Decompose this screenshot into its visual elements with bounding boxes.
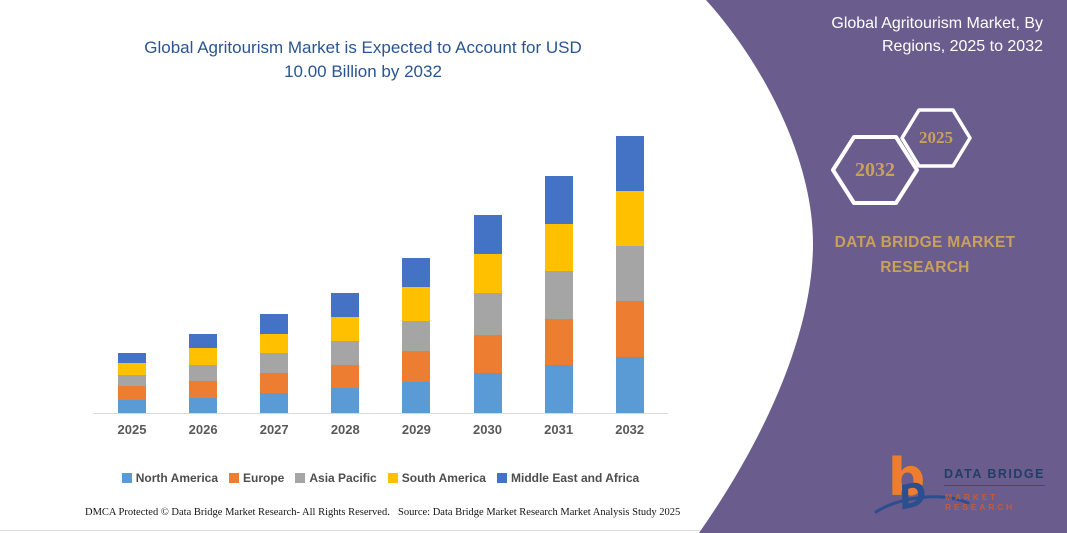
legend-item-middle-east-and-africa: Middle East and Africa — [496, 471, 640, 485]
bar-segment-north-america — [331, 388, 360, 413]
bar-segment-europe — [118, 386, 146, 400]
bar-segment-north-america — [615, 356, 644, 413]
bar-segment-middle-east-and-africa — [402, 257, 431, 287]
bar-2031 — [544, 176, 573, 413]
legend-swatch-north-america — [121, 473, 132, 483]
bar-segment-europe — [473, 334, 502, 374]
bar-segment-north-america — [544, 365, 573, 413]
legend-swatch-middle-east-and-africa — [496, 473, 507, 483]
bar-segment-south-america — [189, 347, 218, 366]
bar-segment-middle-east-and-africa — [544, 176, 573, 224]
legend-label-europe: Europe — [243, 471, 285, 485]
legend-label-north-america: North America — [135, 471, 219, 485]
bar-segment-north-america — [118, 399, 146, 413]
bar-segment-middle-east-and-africa — [473, 215, 502, 254]
x-axis-label-2028: 2028 — [330, 422, 360, 437]
bar-segment-asia-pacific — [189, 365, 218, 381]
bar-segment-asia-pacific — [402, 320, 431, 351]
x-axis-label-2031: 2031 — [544, 422, 574, 437]
bar-segment-north-america — [402, 382, 431, 413]
bar-segment-middle-east-and-africa — [331, 292, 360, 317]
legend-label-asia-pacific: Asia Pacific — [309, 471, 377, 485]
bar-segment-middle-east-and-africa — [118, 352, 146, 364]
bar-segment-asia-pacific — [260, 352, 289, 374]
x-axis-label-2025: 2025 — [117, 422, 147, 437]
legend-label-south-america: South America — [401, 471, 486, 485]
logo-name-text: DATA BRIDGE — [944, 467, 1045, 486]
legend-swatch-europe — [229, 473, 240, 483]
bar-2030 — [473, 215, 502, 413]
legend-item-asia-pacific: Asia Pacific — [295, 471, 377, 485]
bar-segment-middle-east-and-africa — [189, 333, 218, 348]
x-axis-label-2032: 2032 — [615, 422, 645, 437]
plot-area — [93, 130, 668, 414]
bar-segment-asia-pacific — [118, 374, 146, 387]
bar-segment-asia-pacific — [473, 293, 502, 335]
bar-segment-south-america — [473, 253, 502, 294]
bar-segment-south-america — [118, 363, 146, 375]
bar-segment-asia-pacific — [615, 246, 644, 301]
sidebar-title: Global Agritourism Market, By Regions, 2… — [831, 15, 1043, 55]
bar-segment-middle-east-and-africa — [260, 313, 289, 334]
bar-segment-north-america — [189, 397, 218, 413]
bottom-divider-line — [0, 530, 705, 531]
bar-segment-europe — [402, 350, 431, 383]
legend-swatch-south-america — [387, 473, 398, 483]
x-axis-label-2030: 2030 — [473, 422, 502, 437]
bar-segment-north-america — [473, 373, 502, 413]
logo-b-monogram-icon: b — [888, 448, 926, 508]
bar-segment-europe — [615, 300, 644, 357]
bar-segment-europe — [260, 373, 289, 394]
bar-2029 — [402, 257, 431, 413]
bar-2025 — [118, 352, 146, 413]
x-axis-label-2026: 2026 — [188, 422, 218, 437]
legend-item-south-america: South America — [387, 471, 486, 485]
bar-segment-south-america — [544, 223, 573, 271]
bar-2032 — [615, 136, 644, 413]
bar-segment-north-america — [260, 393, 289, 413]
hexagon-2032-label: 2032 — [855, 159, 895, 181]
bar-2028 — [331, 292, 360, 413]
bar-segment-south-america — [260, 333, 289, 353]
legend-item-europe: Europe — [229, 471, 284, 485]
x-axis-label-2027: 2027 — [259, 422, 289, 437]
legend-item-north-america: North America — [121, 471, 219, 485]
bar-segment-south-america — [615, 191, 644, 247]
chart-title: Global Agritourism Market is Expected to… — [144, 38, 582, 81]
bar-segment-middle-east-and-africa — [615, 136, 644, 192]
logo-tagline-text: MARKET RESEARCH — [945, 492, 1016, 512]
bar-segment-asia-pacific — [544, 270, 573, 319]
footer-dmca-text: DMCA Protected © Data Bridge Market Rese… — [85, 507, 390, 518]
bar-segment-south-america — [402, 286, 431, 321]
hexagon-2025-label: 2025 — [919, 128, 953, 147]
footer-source-text: Source: Data Bridge Market Research Mark… — [398, 507, 681, 518]
brand-wordmark: DATA BRIDGE MARKET RESEARCH — [834, 234, 1016, 276]
x-axis-label-2029: 2029 — [401, 422, 431, 437]
chart-legend: North America Europe Asia Pacific South Ame… — [88, 471, 673, 485]
bar-2026 — [189, 333, 218, 413]
bar-2027 — [260, 313, 289, 413]
bar-segment-europe — [331, 364, 360, 389]
bar-segment-europe — [189, 380, 218, 398]
legend-label-middle-east-and-africa: Middle East and Africa — [510, 471, 640, 485]
bar-segment-europe — [544, 318, 573, 366]
bar-segment-south-america — [331, 316, 360, 342]
bar-segment-asia-pacific — [331, 341, 360, 365]
legend-swatch-asia-pacific — [295, 473, 306, 483]
